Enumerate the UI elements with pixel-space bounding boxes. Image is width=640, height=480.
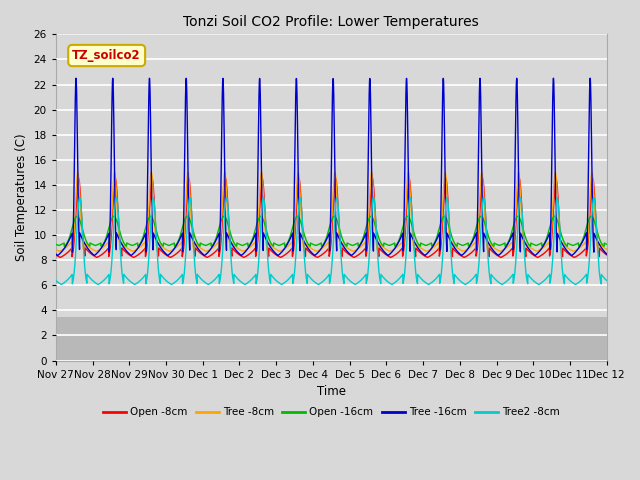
Legend: Open -8cm, Tree -8cm, Open -16cm, Tree -16cm, Tree2 -8cm: Open -8cm, Tree -8cm, Open -16cm, Tree -… bbox=[99, 403, 564, 421]
Y-axis label: Soil Temperatures (C): Soil Temperatures (C) bbox=[15, 133, 28, 261]
Title: Tonzi Soil CO2 Profile: Lower Temperatures: Tonzi Soil CO2 Profile: Lower Temperatur… bbox=[184, 15, 479, 29]
Text: TZ_soilco2: TZ_soilco2 bbox=[72, 49, 141, 62]
Bar bbox=[56, 317, 607, 360]
X-axis label: Time: Time bbox=[317, 385, 346, 398]
